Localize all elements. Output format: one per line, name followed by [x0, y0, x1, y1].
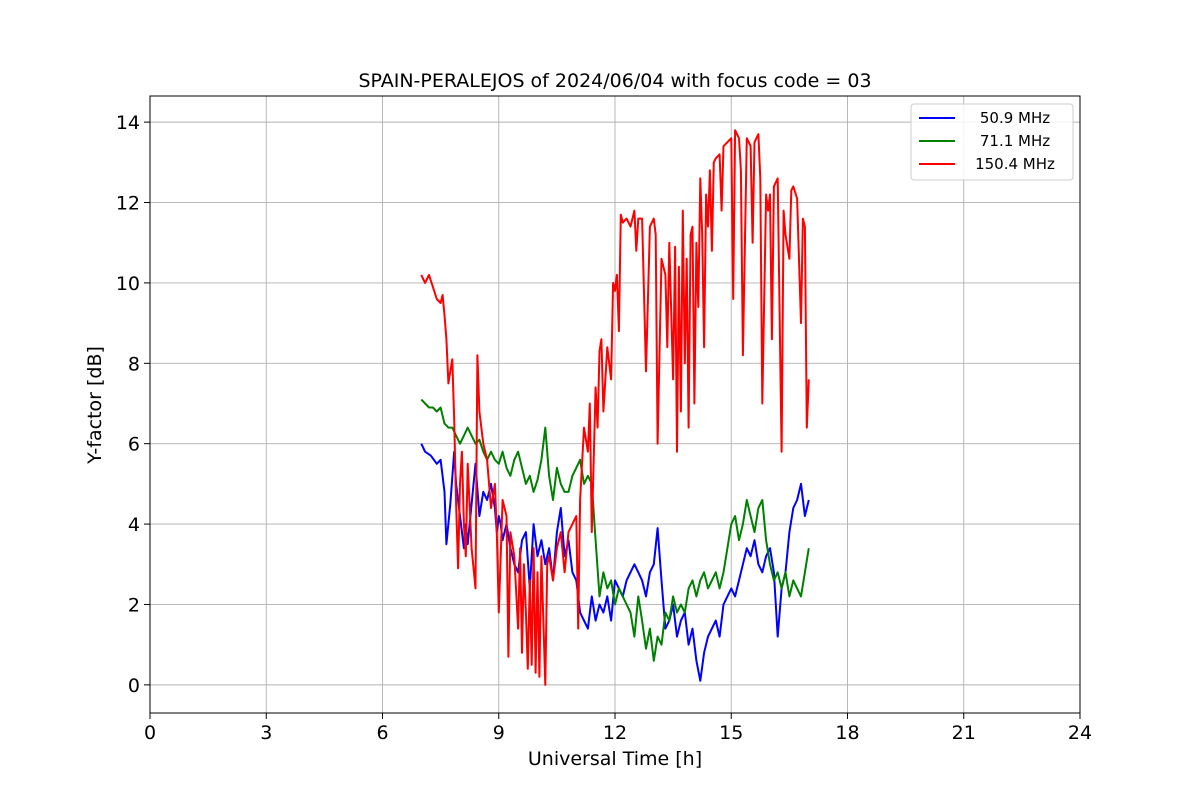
legend-label: 150.4 MHz [975, 155, 1055, 173]
x-tick-label: 12 [603, 722, 627, 744]
x-tick-label: 15 [719, 722, 743, 744]
y-tick-label: 8 [128, 353, 140, 375]
legend-label: 50.9 MHz [980, 109, 1050, 127]
y-tick-label: 6 [128, 434, 140, 456]
y-axis-label: Y-factor [dB] [84, 346, 106, 465]
legend-label: 71.1 MHz [980, 132, 1050, 150]
x-tick-label: 6 [376, 722, 388, 744]
legend-box [910, 103, 1074, 181]
x-tick-label: 24 [1068, 722, 1092, 744]
series-line-150-4-mhz [420, 129, 810, 686]
plot-area [420, 129, 810, 686]
y-tick-label: 10 [116, 273, 140, 295]
y-tick-label: 0 [128, 675, 140, 697]
y-tick-label: 2 [128, 594, 140, 616]
x-tick-label: 0 [144, 722, 156, 744]
y-tick-label: 14 [116, 112, 140, 134]
x-axis-label: Universal Time [h] [528, 748, 702, 770]
y-tick-label: 4 [128, 514, 140, 536]
x-tick-label: 3 [260, 722, 272, 744]
x-tick-label: 21 [952, 722, 976, 744]
y-tick-label: 12 [116, 193, 140, 215]
x-tick-label: 9 [493, 722, 505, 744]
series-line-50-9-mhz [420, 443, 810, 682]
x-tick-label: 18 [835, 722, 859, 744]
legend: 50.9 MHz 71.1 MHz 150.4 MHz [910, 103, 1074, 181]
chart-title: SPAIN-PERALEJOS of 2024/06/04 with focus… [358, 70, 871, 92]
grid [149, 96, 1081, 713]
